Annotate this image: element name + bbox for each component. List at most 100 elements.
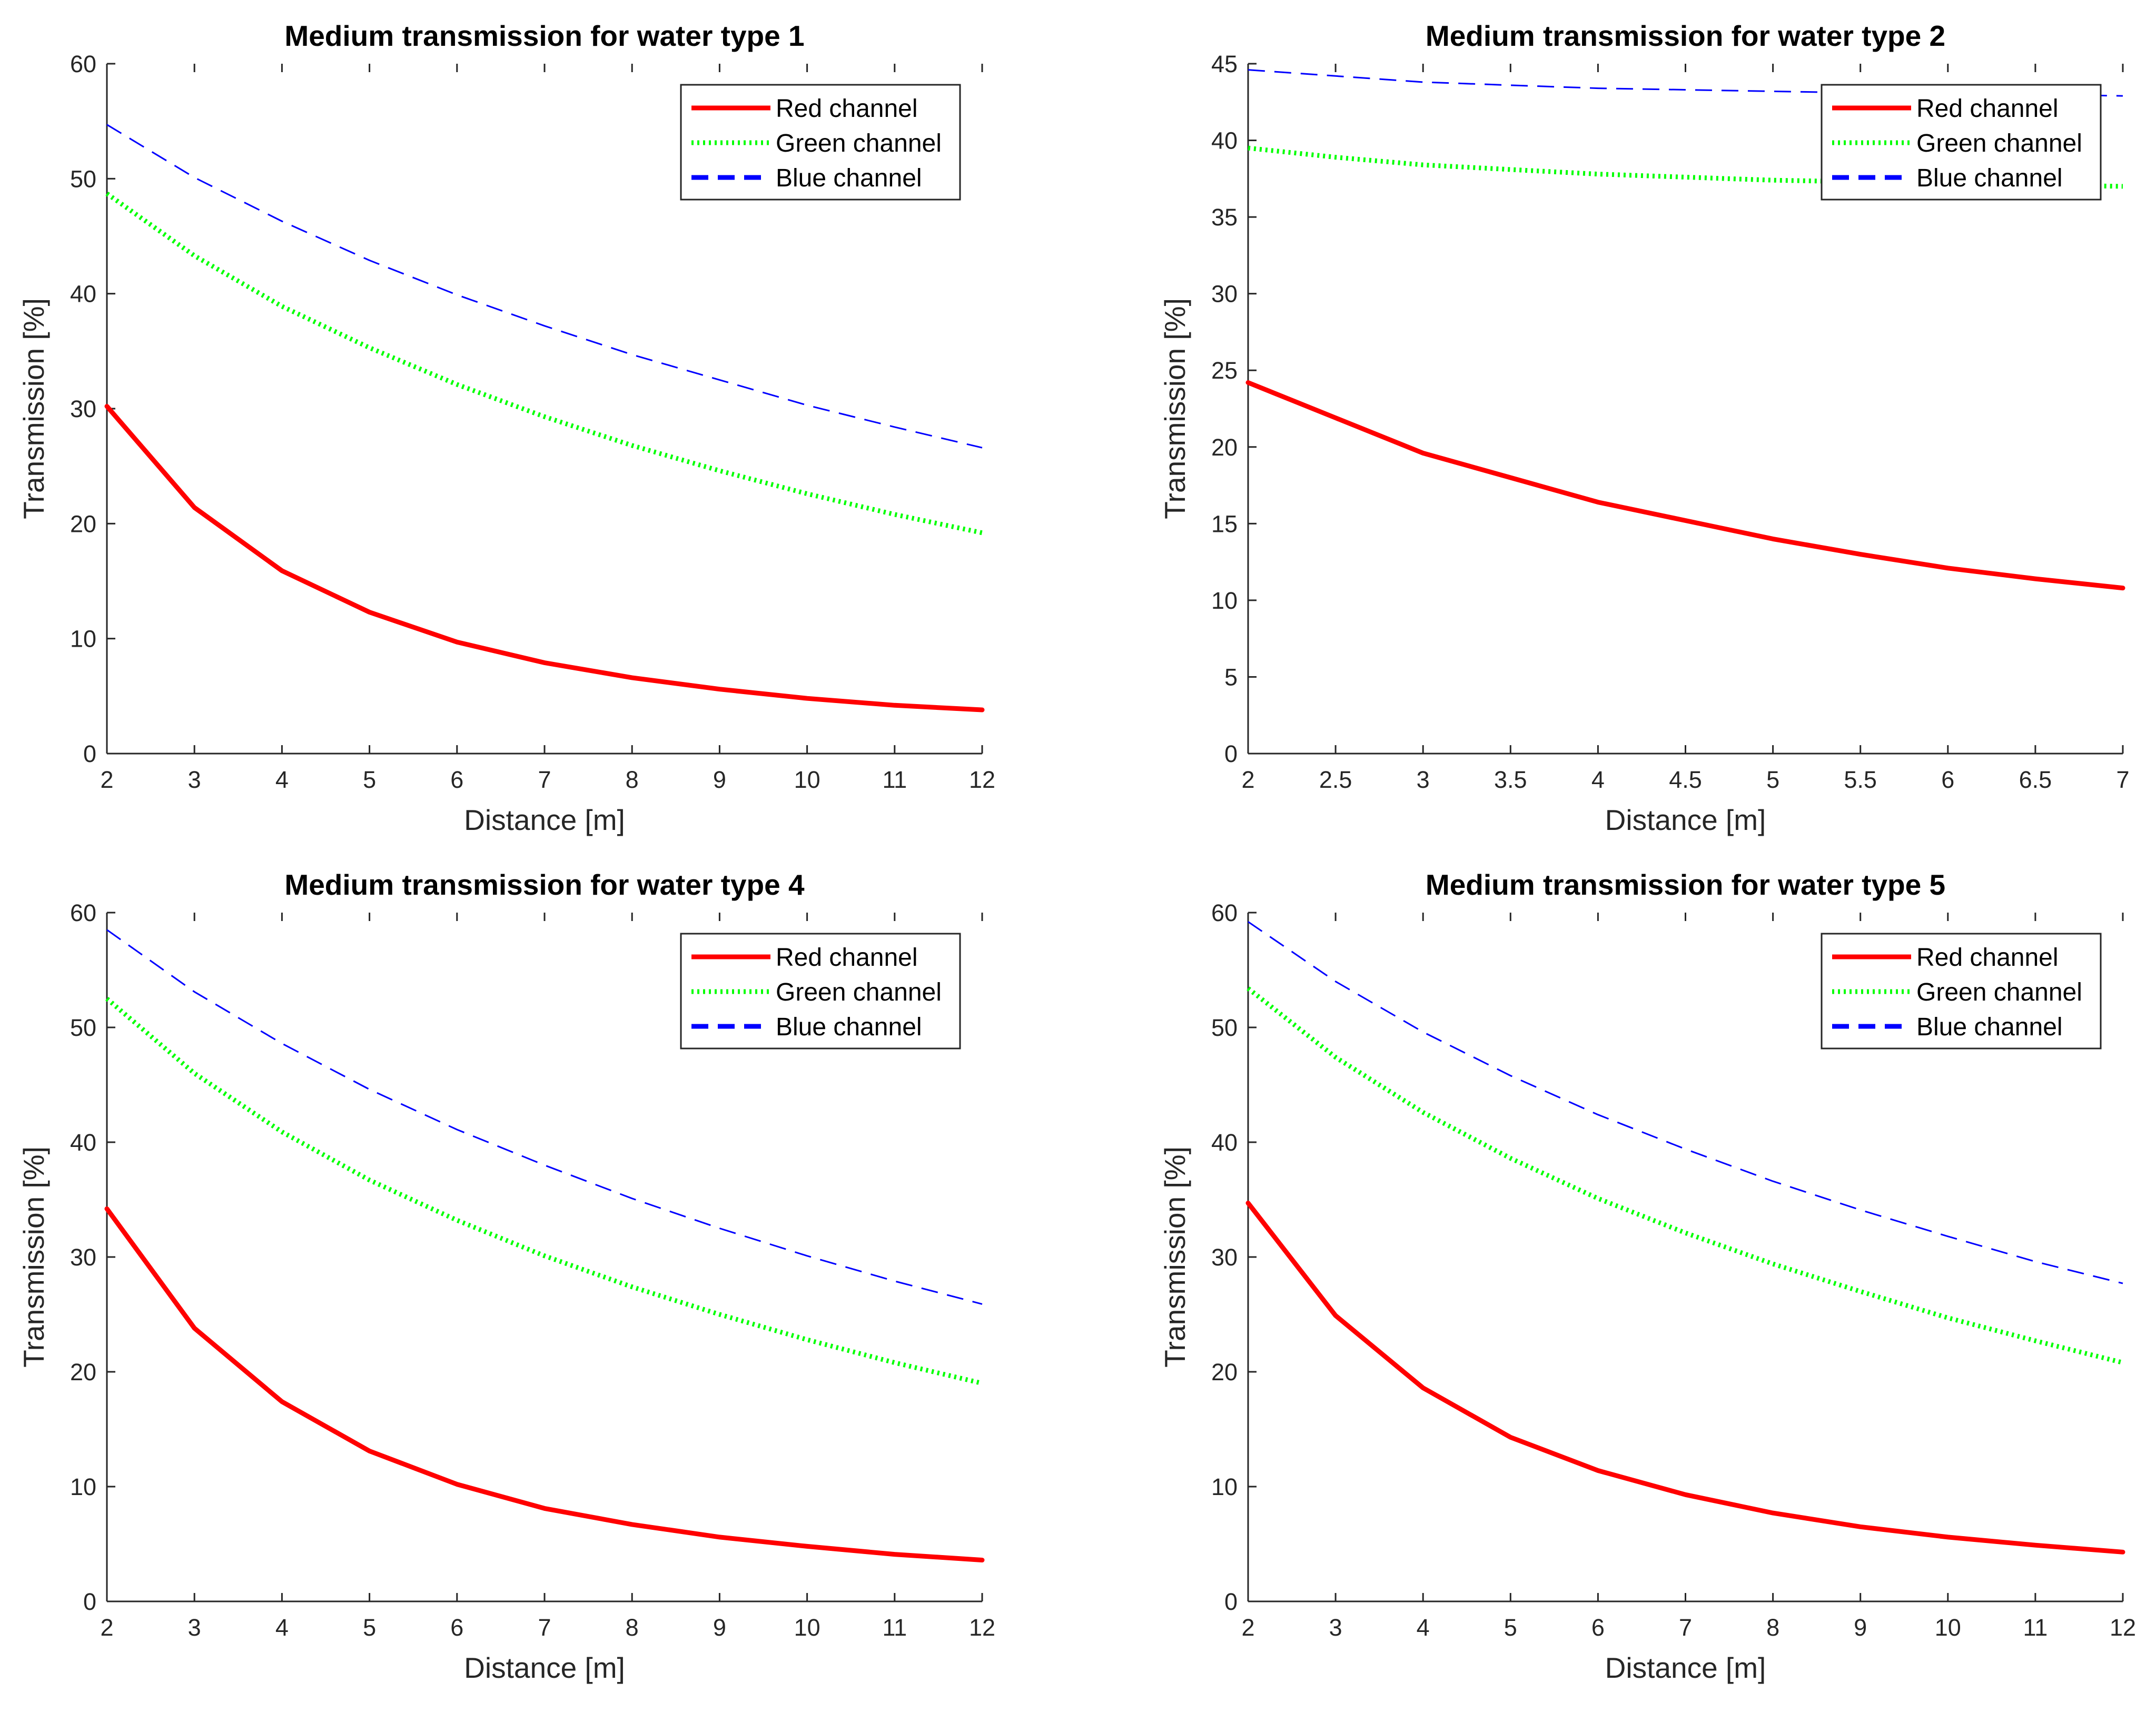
y-tick-label: 10 (1211, 587, 1238, 614)
y-tick-label: 30 (70, 1244, 96, 1271)
x-tick-label: 2 (1241, 766, 1254, 793)
legend: Red channel Green channel Blue channel (1821, 933, 2102, 1050)
x-tick-label: 4 (275, 766, 289, 793)
x-axis-label: Distance [m] (464, 804, 625, 836)
chart-4: Medium transmission for water type 5 2 3 4 5… (1159, 868, 2136, 1684)
x-tick-label: 11 (2023, 1614, 2048, 1641)
y-tick-label: 30 (1211, 1244, 1238, 1271)
series-line-red-channel (104, 1206, 985, 1562)
legend-label: Blue channel (776, 164, 922, 192)
x-tick-label: 3 (188, 766, 201, 793)
x-tick-label: 4 (275, 1614, 289, 1641)
y-tick-label: 30 (70, 395, 96, 422)
series-line-blue-channel (106, 124, 983, 449)
legend-label: Red channel (776, 944, 918, 972)
x-tick-label: 9 (713, 1614, 726, 1641)
y-tick-label: 10 (70, 626, 96, 652)
x-tick-label: 11 (882, 1614, 907, 1641)
y-tick-label: 20 (1211, 1359, 1238, 1386)
x-tick-label: 5 (363, 1614, 376, 1641)
y-tick-label: 0 (1224, 740, 1238, 767)
legend-label: Green channel (776, 978, 942, 1006)
legend-label: Green channel (1916, 978, 2082, 1006)
legend-label: Green channel (776, 130, 942, 157)
y-tick-label: 0 (83, 740, 96, 767)
y-tick-label: 40 (1211, 1129, 1238, 1156)
y-tick-label: 60 (70, 899, 96, 926)
y-tick-label: 60 (1211, 899, 1238, 926)
y-tick-label: 5 (1224, 664, 1238, 690)
x-tick-label: 3.5 (1494, 766, 1527, 793)
x-tick-label: 5.5 (1844, 766, 1877, 793)
x-tick-label: 2 (100, 1614, 113, 1641)
x-tick-label: 4 (1417, 1614, 1430, 1641)
x-tick-label: 10 (1935, 1614, 1961, 1641)
x-tick-label: 10 (794, 1614, 820, 1641)
x-tick-label: 2 (1241, 1614, 1254, 1641)
chart-2: Medium transmission for water type 2 2 2.5… (1159, 19, 2130, 836)
x-tick-label: 3 (188, 1614, 201, 1641)
y-axis-label: Transmission [%] (1159, 1146, 1191, 1368)
x-axis-label: Distance [m] (464, 1651, 625, 1684)
x-tick-label: 6 (1591, 1614, 1605, 1641)
y-tick-label: 25 (1211, 357, 1238, 384)
x-tick-label: 8 (626, 1614, 639, 1641)
series-line-green-channel (1247, 986, 2124, 1365)
x-tick-label: 7 (538, 766, 551, 793)
legend: Red channel Green channel Blue channel (1821, 84, 2102, 201)
y-tick-label: 10 (70, 1473, 96, 1500)
x-tick-label: 5 (1504, 1614, 1517, 1641)
legend: Red channel Green channel Blue channel (680, 933, 961, 1050)
y-tick-label: 0 (1224, 1588, 1238, 1615)
series-line-green-channel (105, 192, 983, 536)
series-line-red-channel (1245, 1201, 2125, 1555)
x-tick-label: 2.5 (1319, 766, 1352, 793)
y-tick-label: 0 (83, 1588, 96, 1615)
series-line-blue-channel (1248, 921, 2123, 1284)
y-axis-label: Transmission [%] (1159, 298, 1191, 519)
x-tick-label: 9 (713, 766, 726, 793)
chart-title: Medium transmission for water type 5 (1426, 868, 1945, 901)
y-tick-label: 50 (70, 165, 96, 192)
chart-1: Medium transmission for water type 1 2 3 4 5… (17, 19, 995, 836)
x-tick-label: 2 (100, 766, 113, 793)
legend-label: Blue channel (776, 1013, 922, 1041)
y-tick-label: 30 (1211, 281, 1238, 308)
y-tick-label: 20 (1211, 434, 1238, 461)
legend-label: Green channel (1916, 130, 2082, 157)
y-tick-label: 50 (1211, 1014, 1238, 1041)
y-tick-label: 15 (1211, 510, 1238, 537)
x-tick-label: 12 (2110, 1614, 2136, 1641)
x-axis-label: Distance [m] (1605, 1651, 1766, 1684)
y-axis-label: Transmission [%] (17, 298, 50, 519)
x-tick-label: 6.5 (2019, 766, 2052, 793)
y-tick-label: 50 (70, 1014, 96, 1041)
x-tick-label: 5 (363, 766, 376, 793)
legend-label: Blue channel (1916, 1013, 2063, 1041)
chart-3: Medium transmission for water type 4 2 3 4 5… (17, 868, 995, 1684)
legend-label: Red channel (776, 95, 918, 123)
y-tick-label: 40 (1211, 127, 1238, 154)
x-tick-label: 8 (1766, 1614, 1779, 1641)
chart-title: Medium transmission for water type 1 (284, 19, 804, 52)
x-tick-label: 7 (538, 1614, 551, 1641)
y-axis-label: Transmission [%] (17, 1146, 50, 1368)
x-tick-label: 3 (1417, 766, 1430, 793)
legend: Red channel Green channel Blue channel (680, 84, 961, 201)
legend-label: Red channel (1916, 944, 2059, 972)
series-line-blue-channel (106, 929, 983, 1305)
series-line-red-channel (104, 404, 985, 712)
y-tick-label: 10 (1211, 1473, 1238, 1500)
x-tick-label: 10 (794, 766, 820, 793)
series-line-red-channel (1245, 380, 2125, 591)
legend-label: Red channel (1916, 95, 2059, 123)
x-tick-label: 12 (969, 1614, 995, 1641)
x-tick-label: 12 (969, 766, 995, 793)
x-tick-label: 5 (1766, 766, 1779, 793)
series-line-green-channel (105, 997, 983, 1386)
x-tick-label: 6 (450, 766, 463, 793)
y-tick-label: 20 (70, 510, 96, 537)
y-tick-label: 40 (70, 281, 96, 308)
x-tick-label: 7 (1679, 1614, 1692, 1641)
x-tick-label: 6 (450, 1614, 463, 1641)
